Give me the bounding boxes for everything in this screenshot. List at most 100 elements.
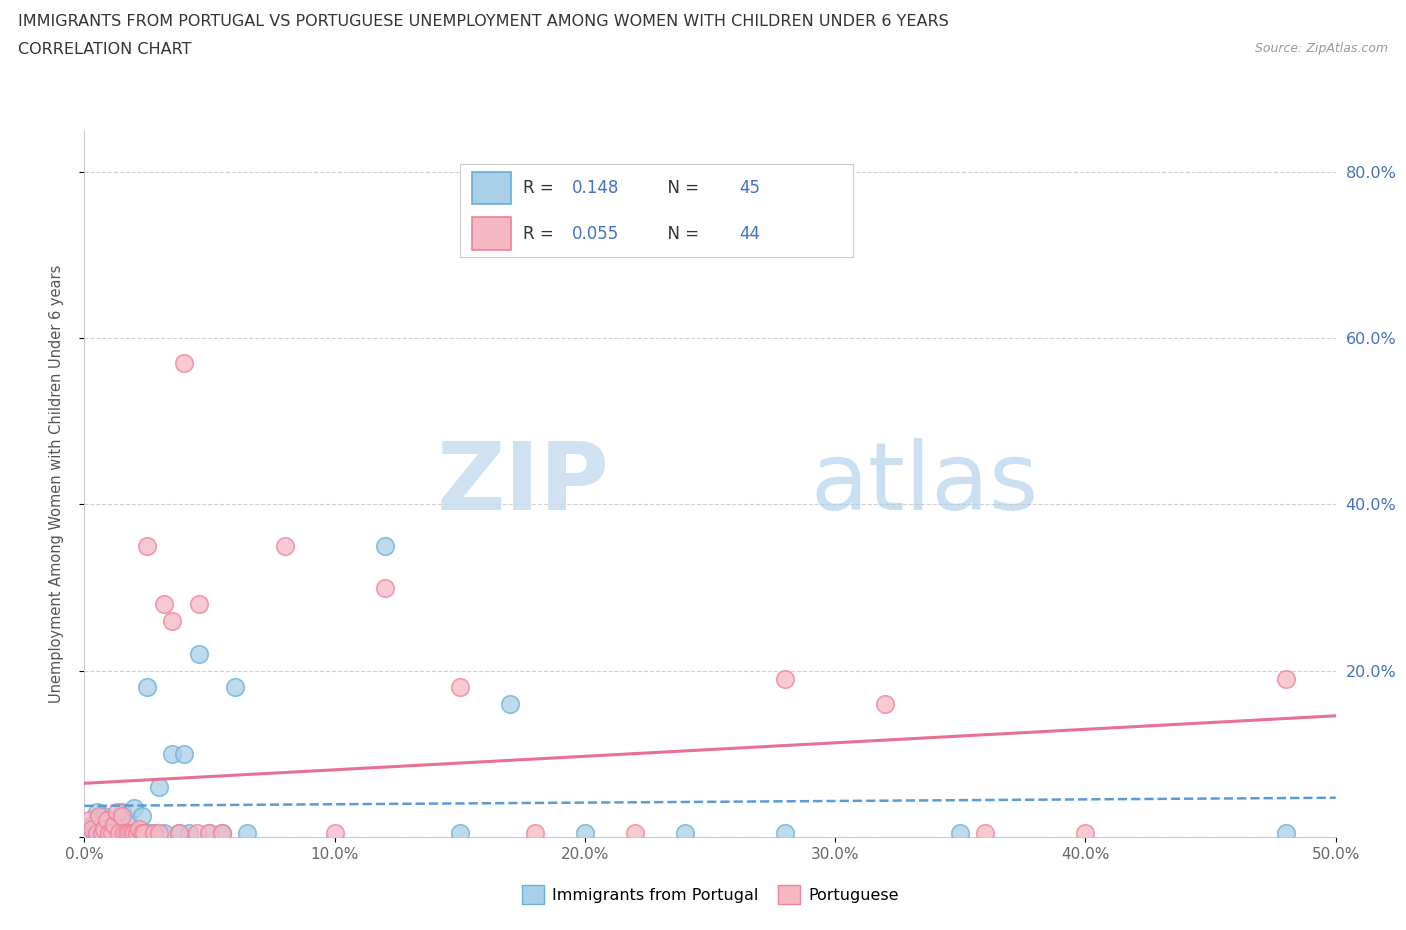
Point	[875, 697, 897, 711]
Point	[224, 680, 246, 695]
Point	[374, 580, 396, 595]
Point	[523, 826, 546, 841]
Point	[101, 826, 124, 841]
Text: atlas: atlas	[810, 438, 1039, 529]
Point	[131, 809, 153, 824]
Point	[112, 826, 135, 841]
Point	[236, 826, 259, 841]
Point	[124, 826, 146, 841]
Point	[449, 680, 471, 695]
Point	[1274, 671, 1296, 686]
Point	[974, 826, 997, 841]
Point	[103, 817, 125, 832]
Point	[128, 821, 150, 836]
Point	[103, 821, 125, 836]
Point	[103, 826, 125, 841]
Point	[80, 821, 103, 836]
Point	[1274, 826, 1296, 841]
Point	[131, 826, 153, 841]
Point	[98, 826, 121, 841]
Text: CORRELATION CHART: CORRELATION CHART	[18, 42, 191, 57]
Point	[160, 614, 183, 629]
Point	[323, 826, 346, 841]
Point	[773, 826, 796, 841]
Point	[211, 826, 233, 841]
Point	[125, 826, 148, 841]
Point	[93, 821, 115, 836]
Point	[773, 671, 796, 686]
Point	[273, 538, 295, 553]
Point	[108, 821, 131, 836]
Point	[128, 826, 150, 841]
Text: 0.055: 0.055	[572, 225, 619, 243]
Text: 45: 45	[740, 179, 761, 197]
Point	[90, 821, 112, 836]
Point	[111, 809, 134, 824]
Point	[105, 826, 128, 841]
Legend: Immigrants from Portugal, Portuguese: Immigrants from Portugal, Portuguese	[515, 879, 905, 910]
Point	[83, 821, 105, 836]
Point	[173, 355, 195, 370]
Point	[115, 813, 138, 828]
Text: Source: ZipAtlas.com: Source: ZipAtlas.com	[1254, 42, 1388, 55]
Point	[374, 538, 396, 553]
Point	[624, 826, 647, 841]
Point	[112, 826, 135, 841]
Point	[179, 826, 201, 841]
Text: 0.148: 0.148	[572, 179, 619, 197]
Point	[574, 826, 596, 841]
Point	[173, 747, 195, 762]
Text: R =: R =	[523, 225, 558, 243]
Point	[153, 826, 176, 841]
Point	[153, 597, 176, 612]
Point	[79, 826, 101, 841]
Point	[198, 826, 221, 841]
Point	[121, 826, 143, 841]
Point	[86, 826, 108, 841]
Point	[169, 826, 191, 841]
Point	[93, 809, 115, 824]
Point	[148, 826, 170, 841]
Point	[169, 826, 191, 841]
Point	[143, 826, 166, 841]
Point	[96, 813, 118, 828]
Point	[89, 826, 111, 841]
Point	[80, 817, 103, 832]
Point	[118, 826, 141, 841]
Point	[115, 826, 138, 841]
Point	[111, 804, 134, 819]
Point	[148, 779, 170, 794]
Text: IMMIGRANTS FROM PORTUGAL VS PORTUGUESE UNEMPLOYMENT AMONG WOMEN WITH CHILDREN UN: IMMIGRANTS FROM PORTUGAL VS PORTUGUESE U…	[18, 14, 949, 29]
Point	[134, 826, 156, 841]
Point	[136, 538, 159, 553]
Point	[98, 826, 121, 841]
Point	[186, 826, 208, 841]
Point	[188, 597, 211, 612]
Point	[188, 646, 211, 661]
Point	[101, 817, 124, 832]
Point	[160, 747, 183, 762]
Text: ZIP: ZIP	[437, 438, 610, 529]
Point	[89, 809, 111, 824]
Point	[108, 826, 131, 841]
Y-axis label: Unemployment Among Women with Children Under 6 years: Unemployment Among Women with Children U…	[49, 264, 63, 703]
Point	[949, 826, 972, 841]
Point	[98, 813, 121, 828]
Point	[96, 826, 118, 841]
Point	[90, 826, 112, 841]
Text: N =: N =	[657, 179, 704, 197]
Point	[79, 813, 101, 828]
Point	[198, 826, 221, 841]
Point	[143, 826, 166, 841]
Bar	[471, 172, 510, 205]
Point	[124, 801, 146, 816]
Point	[138, 826, 160, 841]
Point	[86, 813, 108, 828]
Point	[105, 804, 128, 819]
Bar	[471, 218, 510, 250]
Point	[499, 697, 522, 711]
Point	[136, 680, 159, 695]
Text: N =: N =	[657, 225, 704, 243]
Point	[449, 826, 471, 841]
Point	[1074, 826, 1097, 841]
